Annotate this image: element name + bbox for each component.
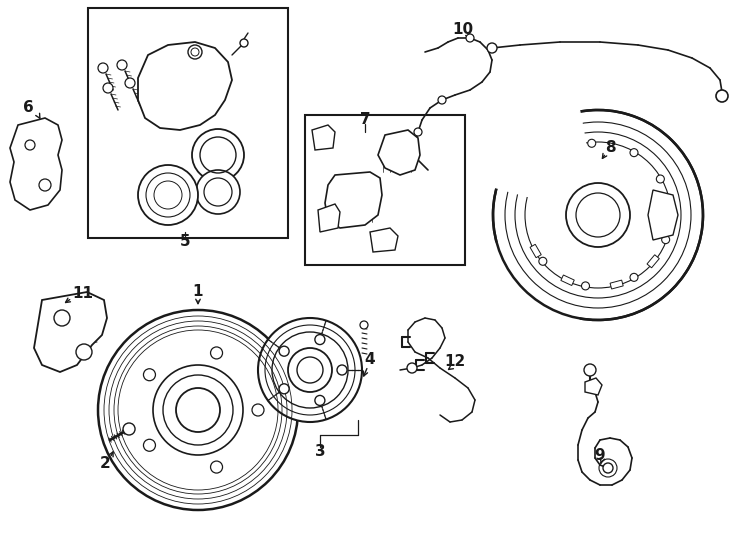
Circle shape — [279, 346, 289, 356]
Circle shape — [414, 128, 422, 136]
Circle shape — [117, 60, 127, 70]
Circle shape — [584, 364, 596, 376]
Circle shape — [188, 45, 202, 59]
Text: 1: 1 — [193, 285, 203, 300]
Circle shape — [630, 273, 638, 281]
Text: 7: 7 — [360, 112, 371, 127]
Circle shape — [240, 39, 248, 47]
Circle shape — [125, 78, 135, 88]
Bar — [561, 275, 574, 286]
Polygon shape — [648, 190, 678, 240]
Circle shape — [258, 318, 362, 422]
Circle shape — [98, 63, 108, 73]
Polygon shape — [370, 228, 398, 252]
Circle shape — [143, 369, 156, 381]
Polygon shape — [325, 172, 382, 228]
Circle shape — [25, 140, 35, 150]
Circle shape — [138, 165, 198, 225]
Circle shape — [539, 257, 547, 265]
Circle shape — [98, 310, 298, 510]
Circle shape — [103, 83, 113, 93]
Circle shape — [466, 34, 474, 42]
Circle shape — [196, 170, 240, 214]
Circle shape — [123, 423, 135, 435]
Text: 9: 9 — [595, 449, 606, 463]
Text: 8: 8 — [605, 140, 615, 156]
Bar — [88, 8, 288, 238]
Circle shape — [630, 148, 638, 157]
Circle shape — [39, 179, 51, 191]
Circle shape — [407, 363, 417, 373]
Bar — [665, 196, 673, 209]
Polygon shape — [585, 378, 602, 395]
Circle shape — [581, 282, 589, 290]
Circle shape — [716, 90, 728, 102]
Circle shape — [656, 175, 664, 183]
Circle shape — [360, 321, 368, 329]
Polygon shape — [318, 204, 340, 232]
Circle shape — [192, 129, 244, 181]
Circle shape — [252, 404, 264, 416]
Circle shape — [588, 139, 596, 147]
Text: 12: 12 — [444, 354, 465, 369]
Circle shape — [661, 235, 669, 244]
Polygon shape — [10, 118, 62, 210]
Bar — [647, 255, 659, 268]
Wedge shape — [494, 109, 598, 215]
Polygon shape — [378, 130, 420, 175]
Circle shape — [211, 461, 222, 473]
Circle shape — [76, 344, 92, 360]
Circle shape — [487, 43, 497, 53]
Bar — [305, 115, 465, 265]
Polygon shape — [34, 292, 107, 372]
Circle shape — [279, 384, 289, 394]
Text: 11: 11 — [73, 286, 93, 300]
Wedge shape — [506, 122, 598, 215]
Wedge shape — [526, 141, 598, 215]
Polygon shape — [312, 125, 335, 150]
Polygon shape — [138, 42, 232, 130]
Circle shape — [315, 335, 325, 345]
Wedge shape — [516, 131, 598, 215]
Bar — [530, 244, 541, 258]
Text: 3: 3 — [315, 444, 325, 460]
Text: 10: 10 — [452, 23, 473, 37]
Circle shape — [143, 439, 156, 451]
Text: 6: 6 — [23, 100, 33, 116]
Circle shape — [337, 365, 347, 375]
Circle shape — [211, 347, 222, 359]
Bar — [610, 280, 623, 289]
Text: 5: 5 — [180, 234, 190, 249]
Text: 2: 2 — [100, 456, 110, 470]
Circle shape — [54, 310, 70, 326]
Text: 4: 4 — [365, 353, 375, 368]
Circle shape — [315, 395, 325, 406]
Circle shape — [438, 96, 446, 104]
Circle shape — [603, 463, 613, 473]
